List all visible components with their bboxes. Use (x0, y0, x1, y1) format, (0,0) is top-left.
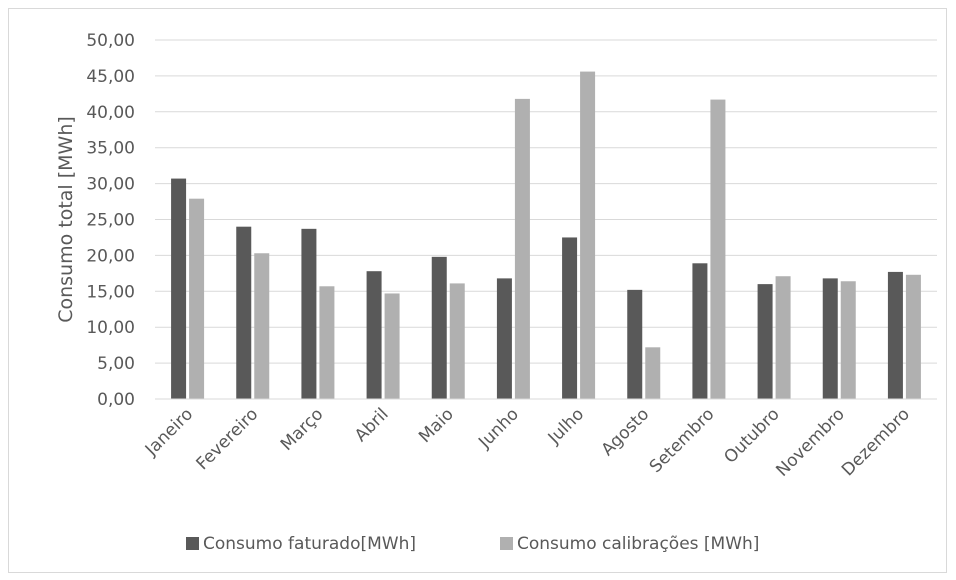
legend: Consumo faturado[MWh] Consumo calibrações… (186, 534, 759, 554)
x-category-label: Abril (351, 404, 393, 446)
y-tick-label: 50,00 (86, 31, 135, 51)
x-category-label: Maio (415, 404, 458, 447)
y-tick-label: 35,00 (86, 139, 135, 159)
y-axis-ticks: 0,00 5,00 10,00 15,00 20,00 25,00 30,00 35,00 40… (86, 31, 135, 410)
y-tick-label: 25,00 (86, 211, 135, 231)
bar (645, 347, 661, 399)
bar (887, 271, 903, 399)
bar (822, 278, 838, 399)
gridlines (155, 39, 937, 364)
bar (301, 228, 317, 399)
bar (757, 284, 773, 399)
y-tick-label: 40,00 (86, 103, 135, 123)
x-category-label: Dezembro (838, 404, 914, 480)
x-category-label: Março (277, 404, 328, 455)
bar (562, 237, 578, 399)
bar (775, 276, 791, 399)
legend-label: Consumo calibrações [MWh] (517, 534, 759, 554)
bar (431, 256, 447, 399)
y-tick-label: 0,00 (97, 390, 135, 410)
y-axis-title: Consumo total [MWh] (55, 116, 77, 323)
bar (496, 278, 512, 399)
bar (319, 286, 335, 399)
x-category-label: Fevereiro (193, 404, 263, 474)
x-category-label: Janeiro (141, 404, 197, 460)
legend-swatch (500, 537, 513, 550)
bar (627, 289, 643, 399)
bar (514, 98, 530, 399)
x-category-label: Junho (474, 404, 523, 453)
bar (189, 198, 205, 399)
legend-swatch (186, 537, 199, 550)
bar (905, 274, 921, 399)
bar (384, 293, 400, 399)
bars (171, 71, 921, 400)
bar (580, 71, 596, 399)
bar (710, 99, 726, 400)
y-tick-label: 20,00 (86, 246, 135, 266)
y-tick-label: 5,00 (97, 354, 135, 374)
bar (840, 281, 856, 399)
bar (449, 283, 465, 399)
bar (366, 271, 382, 399)
legend-label: Consumo faturado[MWh] (203, 534, 416, 554)
bar (254, 253, 270, 399)
x-category-label: Outubro (720, 404, 783, 467)
x-category-label: Julho (544, 404, 588, 448)
x-category-label: Novembro (772, 404, 848, 480)
x-category-label: Agosto (598, 404, 654, 460)
bar (692, 263, 708, 399)
bar (236, 226, 252, 399)
y-tick-label: 10,00 (86, 318, 135, 338)
y-tick-label: 15,00 (86, 282, 135, 302)
y-tick-label: 30,00 (86, 175, 135, 195)
bar (171, 178, 187, 399)
x-category-label: Setembro (646, 404, 719, 477)
y-tick-label: 45,00 (86, 67, 135, 87)
